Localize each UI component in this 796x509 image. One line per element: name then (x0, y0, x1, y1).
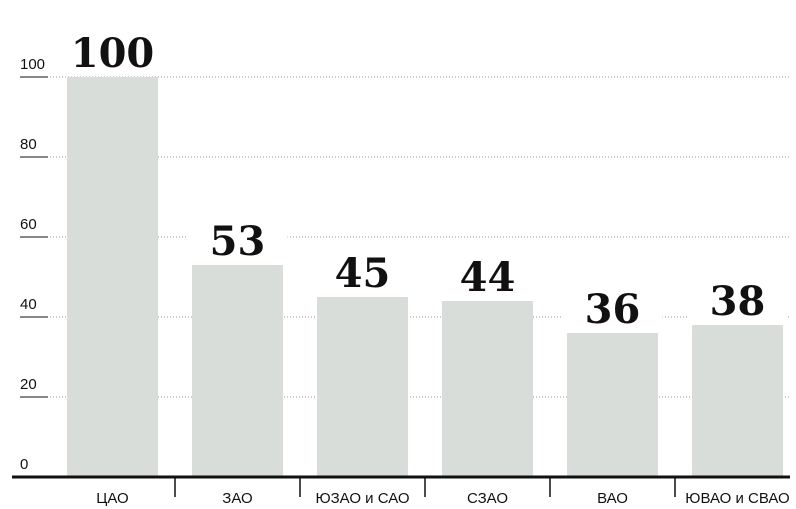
bar (192, 265, 283, 477)
bar-value-label: 44 (460, 254, 516, 301)
value-label-backing (187, 217, 288, 263)
bar-value-label: 36 (585, 286, 641, 333)
bar-value-label: 38 (710, 278, 766, 325)
y-tick-label: 20 (20, 376, 37, 393)
x-category-label: ЗАО (222, 490, 252, 507)
bar-value-label: 53 (210, 218, 266, 265)
value-label-backing (62, 29, 163, 75)
x-category-label: ЦАО (96, 490, 128, 507)
bar (442, 301, 533, 477)
labels-layer: 0 20 40 60 80 100 ЦАО ЗАО ЮЗАО и САО СЗАО ВАО ЮВАО … (20, 29, 790, 507)
value-label-backing (437, 253, 538, 299)
x-category-label: ЮЗАО и САО (315, 490, 409, 507)
axis-layer (12, 475, 790, 497)
value-label-backing (562, 285, 663, 331)
x-category-label: ЮВАО и СВАО (685, 490, 789, 507)
y-tick-label: 0 (20, 456, 28, 473)
bar (67, 77, 158, 477)
x-category-label: ВАО (597, 490, 628, 507)
y-tick-label: 40 (20, 296, 37, 313)
y-tick-label: 60 (20, 216, 37, 233)
bar-value-label: 100 (71, 30, 155, 77)
y-tick-label: 80 (20, 136, 37, 153)
bar (692, 325, 783, 477)
x-category-label: СЗАО (467, 490, 508, 507)
bar (567, 333, 658, 477)
y-tick-label: 100 (20, 56, 45, 73)
bar-value-label: 45 (335, 250, 391, 297)
value-label-backing (687, 277, 788, 323)
bar (317, 297, 408, 477)
value-label-backing (312, 249, 413, 295)
bars-layer (67, 77, 783, 477)
